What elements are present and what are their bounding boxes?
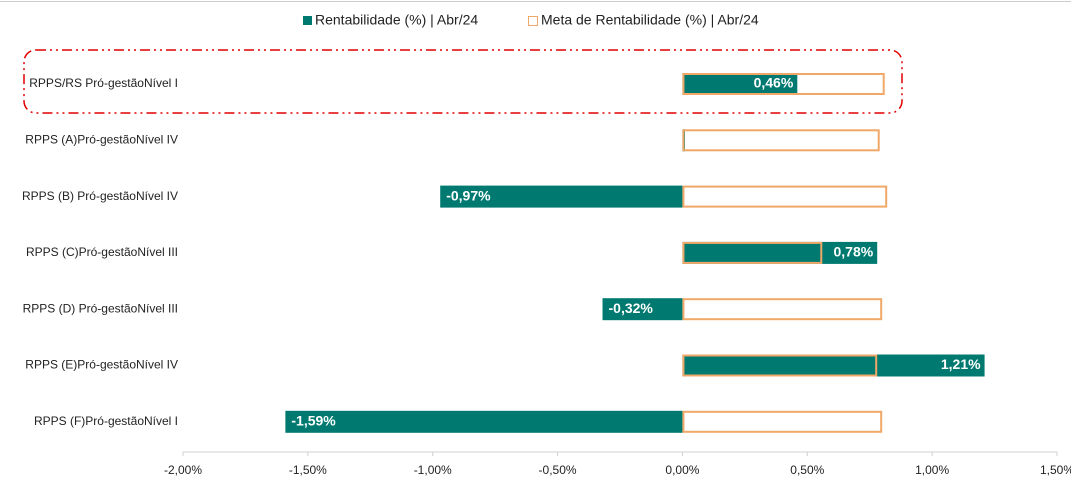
legend-swatch bbox=[303, 16, 312, 25]
value-label: -0,97% bbox=[446, 187, 491, 203]
category-label: RPPS (C)Pró-gestãoNível III bbox=[26, 245, 178, 259]
x-tick-label: 0,50% bbox=[790, 463, 824, 477]
x-tick-label: 1,50% bbox=[1040, 463, 1071, 477]
x-tick-label: 1,00% bbox=[915, 463, 949, 477]
x-tick-label: 0,00% bbox=[665, 463, 699, 477]
category-label: RPPS (E)Pró-gestãoNível IV bbox=[25, 358, 178, 372]
target-bar bbox=[682, 129, 880, 152]
category-label: RPPS/RS Pró-gestãoNível I bbox=[29, 76, 178, 90]
value-label: -1,59% bbox=[291, 413, 336, 429]
value-label: 1,21% bbox=[941, 356, 981, 372]
target-bar bbox=[682, 73, 885, 95]
x-tick-label: -1,50% bbox=[289, 463, 327, 477]
legend-swatch bbox=[528, 16, 538, 26]
value-label: -0,32% bbox=[609, 300, 654, 316]
target-bar bbox=[682, 241, 823, 264]
category-label: RPPS (B) Pró-gestãoNível IV bbox=[22, 189, 178, 203]
value-label: 0,46% bbox=[754, 75, 794, 91]
x-tick-label: -2,00% bbox=[164, 463, 202, 477]
x-tick-label: -0,50% bbox=[539, 463, 577, 477]
category-label: RPPS (A)Pró-gestãoNível IV bbox=[25, 132, 178, 146]
bar bbox=[440, 185, 683, 208]
category-label: RPPS (D) Pró-gestãoNível III bbox=[23, 301, 178, 315]
target-bar bbox=[682, 354, 878, 377]
bar bbox=[682, 354, 985, 377]
x-tick-label: -1,00% bbox=[414, 463, 452, 477]
legend-label: Rentabilidade (%) | Abr/24 bbox=[315, 12, 478, 28]
target-bar bbox=[682, 298, 883, 321]
bar bbox=[285, 410, 683, 433]
target-bar bbox=[682, 185, 888, 208]
legend-label: Meta de Rentabilidade (%) | Abr/24 bbox=[541, 12, 759, 28]
bar bbox=[682, 73, 798, 95]
highlight-box bbox=[23, 49, 903, 114]
bar bbox=[602, 298, 683, 321]
bar bbox=[682, 241, 878, 264]
value-label: 0,78% bbox=[834, 244, 874, 260]
target-bar bbox=[682, 410, 883, 433]
category-label: RPPS (F)Pró-gestãoNível I bbox=[34, 414, 178, 428]
